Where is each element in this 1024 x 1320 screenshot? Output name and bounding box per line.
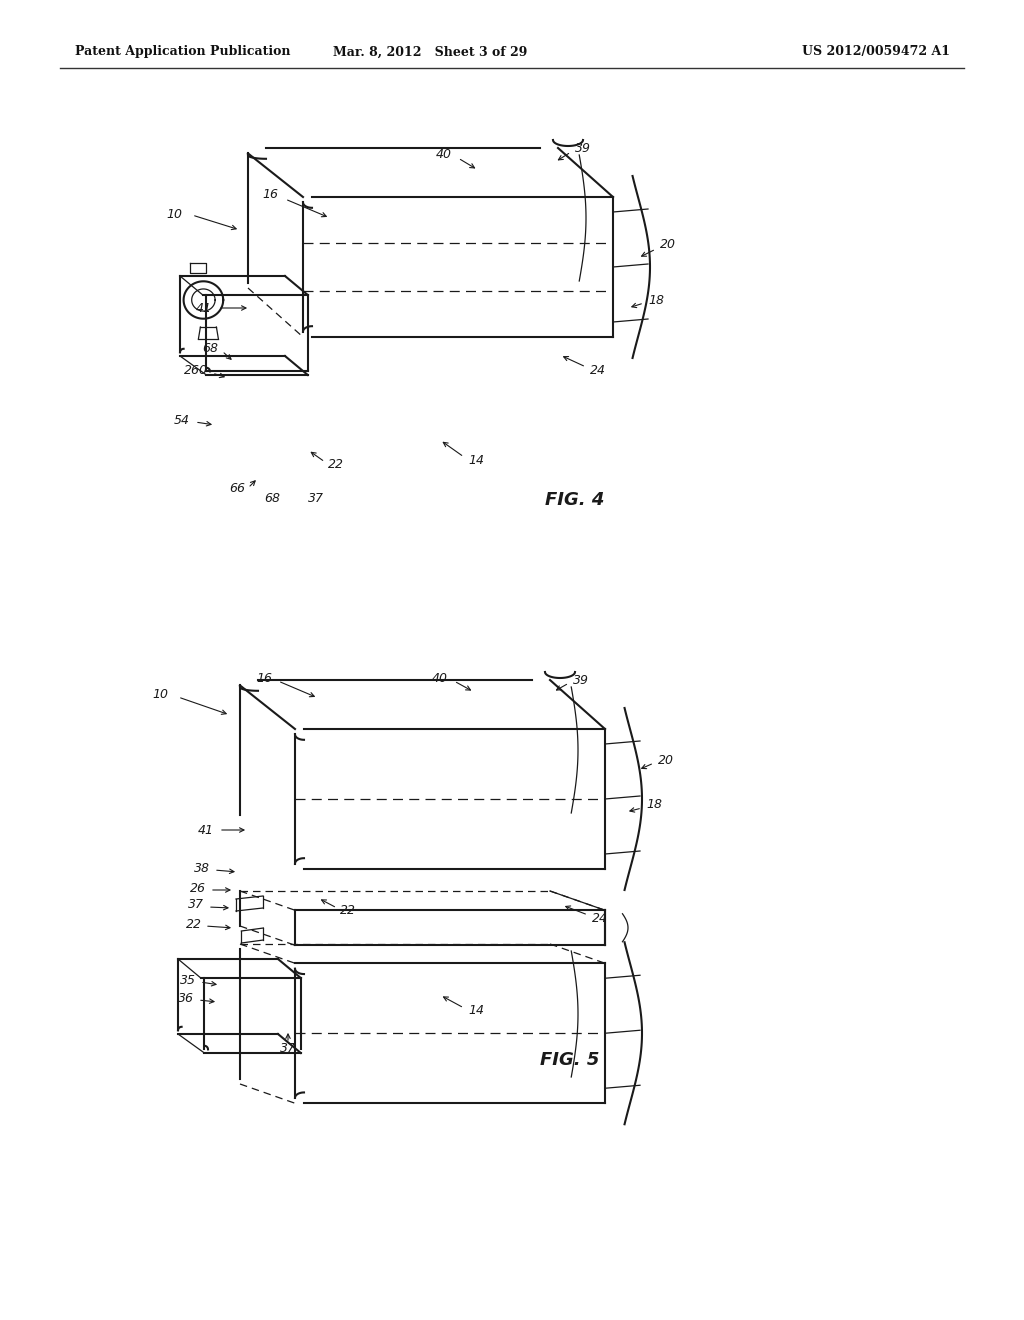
Text: 10: 10 bbox=[166, 209, 182, 222]
Text: 37: 37 bbox=[280, 1041, 296, 1055]
Text: 26: 26 bbox=[190, 882, 206, 895]
Text: 24: 24 bbox=[592, 912, 608, 924]
Text: Mar. 8, 2012   Sheet 3 of 29: Mar. 8, 2012 Sheet 3 of 29 bbox=[333, 45, 527, 58]
Text: 39: 39 bbox=[575, 141, 591, 154]
Text: 68: 68 bbox=[264, 491, 280, 504]
Text: 68: 68 bbox=[202, 342, 218, 355]
Text: 18: 18 bbox=[646, 799, 662, 812]
Text: 14: 14 bbox=[468, 454, 484, 466]
Text: 18: 18 bbox=[648, 293, 664, 306]
Text: 41: 41 bbox=[196, 301, 212, 314]
Text: US 2012/0059472 A1: US 2012/0059472 A1 bbox=[802, 45, 950, 58]
Text: 24: 24 bbox=[590, 363, 606, 376]
Text: 20: 20 bbox=[658, 754, 674, 767]
Text: 22: 22 bbox=[186, 917, 202, 931]
Text: Patent Application Publication: Patent Application Publication bbox=[75, 45, 291, 58]
Text: 22: 22 bbox=[328, 458, 344, 471]
Text: 54: 54 bbox=[174, 413, 190, 426]
Text: 10: 10 bbox=[152, 689, 168, 701]
Text: 38: 38 bbox=[194, 862, 210, 874]
Text: 35: 35 bbox=[180, 974, 196, 986]
Text: 22: 22 bbox=[340, 903, 356, 916]
Text: FIG. 5: FIG. 5 bbox=[540, 1051, 599, 1069]
Text: 16: 16 bbox=[256, 672, 272, 685]
Text: 37: 37 bbox=[188, 899, 204, 912]
Text: 40: 40 bbox=[432, 672, 449, 685]
Text: 40: 40 bbox=[436, 149, 452, 161]
Text: 14: 14 bbox=[468, 1003, 484, 1016]
Text: 260: 260 bbox=[184, 363, 208, 376]
Text: 20: 20 bbox=[660, 239, 676, 252]
Text: 37: 37 bbox=[308, 491, 324, 504]
Text: 36: 36 bbox=[178, 991, 194, 1005]
Text: 66: 66 bbox=[229, 482, 245, 495]
Text: 39: 39 bbox=[573, 673, 589, 686]
Text: FIG. 4: FIG. 4 bbox=[545, 491, 604, 510]
Text: 16: 16 bbox=[262, 189, 278, 202]
Text: 41: 41 bbox=[198, 824, 214, 837]
